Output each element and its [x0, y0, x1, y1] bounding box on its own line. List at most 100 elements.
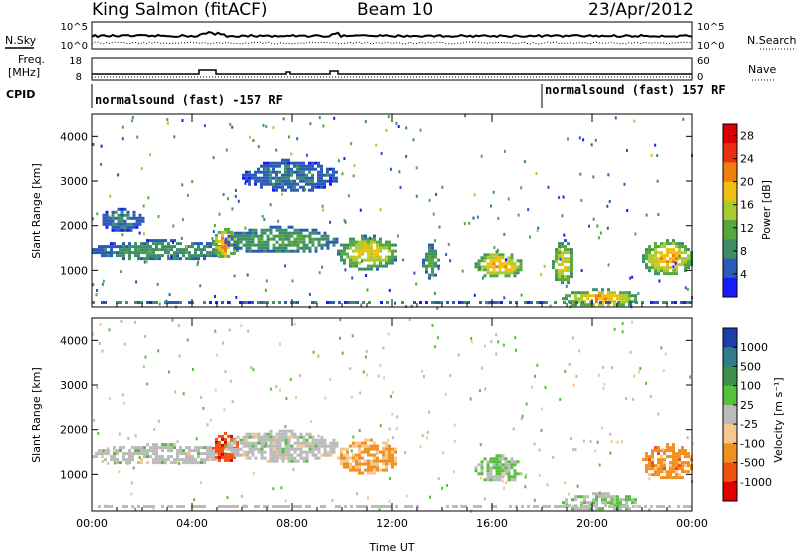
power-echo-cell — [352, 243, 355, 247]
power-echo-cell — [114, 216, 118, 220]
power-echo-cell — [364, 243, 367, 247]
power-echo-cell — [305, 243, 309, 247]
power-speckle — [337, 159, 340, 163]
power-echo-cell — [290, 188, 293, 192]
power-echo-cell — [266, 246, 270, 250]
velocity-echo-cell — [98, 449, 101, 453]
velocity-echo-cell — [495, 472, 499, 476]
velocity-echo-cell — [176, 461, 179, 465]
power-speckle — [121, 125, 124, 129]
power-echo-cell — [269, 173, 272, 177]
power-echo-cell — [284, 231, 288, 235]
power-echo-cell — [269, 161, 272, 165]
colorbar-swatch — [723, 328, 737, 348]
power-echo-cell — [428, 246, 431, 250]
velocity-echo-cell — [254, 456, 258, 460]
velocity-ground-scatter — [365, 505, 368, 508]
velocity-speckle — [365, 349, 368, 353]
power-echo-cell — [182, 248, 185, 252]
power-echo-cell — [302, 185, 305, 189]
power-echo-cell — [480, 256, 484, 260]
power-echo-cell — [565, 297, 568, 301]
power-speckle — [275, 148, 278, 152]
velocity-echo-cell — [272, 447, 276, 451]
power-speckle — [606, 226, 609, 230]
power-echo-cell — [128, 245, 131, 249]
velocity-ground-scatter — [176, 505, 179, 508]
velocity-echo-cell — [329, 441, 333, 445]
velocity-echo-cell — [329, 450, 333, 454]
power-echo-cell — [281, 173, 284, 177]
power-echo-cell — [152, 248, 155, 252]
power-echo-cell — [675, 251, 678, 255]
velocity-echo-cell — [308, 447, 312, 451]
y-tick-label: 2000 — [60, 220, 88, 233]
velocity-speckle — [502, 472, 504, 476]
power-speckle — [96, 289, 98, 292]
power-echo-cell — [131, 245, 134, 249]
power-speckle — [369, 236, 371, 240]
power-speckle — [290, 152, 293, 156]
power-speckle — [477, 215, 479, 219]
power-echo-cell — [245, 231, 249, 235]
power-echo-cell — [495, 271, 499, 275]
velocity-echo-cell — [122, 455, 125, 459]
velocity-echo-cell — [684, 461, 687, 465]
power-echo-cell — [477, 268, 481, 272]
velocity-speckle — [609, 451, 612, 455]
velocity-speckle — [146, 382, 149, 386]
velocity-speckle — [108, 396, 111, 400]
power-echo-cell — [388, 258, 391, 262]
velocity-echo-cell — [248, 435, 252, 439]
velocity-echo-cell — [669, 467, 672, 471]
power-echo-cell — [564, 251, 567, 255]
power-echo-cell — [648, 269, 651, 273]
velocity-echo-cell — [513, 472, 517, 476]
power-speckle — [464, 114, 467, 118]
power-echo-cell — [119, 248, 122, 252]
power-speckle — [588, 224, 590, 228]
power-echo-cell — [138, 219, 142, 223]
velocity-ground-scatter — [167, 505, 170, 508]
velocity-speckle — [379, 363, 382, 367]
velocity-echo-cell — [586, 495, 589, 499]
freq-panel — [91, 57, 693, 81]
velocity-speckle — [479, 389, 481, 393]
velocity-echo-cell — [158, 458, 161, 462]
power-echo-cell — [290, 182, 293, 186]
power-echo-cell — [654, 257, 657, 261]
power-echo-cell — [275, 164, 278, 168]
power-speckle — [304, 188, 307, 192]
velocity-speckle — [572, 383, 575, 387]
power-echo-cell — [317, 182, 320, 186]
velocity-echo-cell — [592, 504, 595, 508]
power-echo-cell — [173, 239, 176, 243]
power-echo-cell — [317, 185, 320, 189]
velocity-speckle — [391, 390, 394, 394]
power-echo-cell — [431, 273, 434, 277]
velocity-echo-cell — [203, 446, 206, 450]
velocity-echo-cell — [562, 501, 565, 505]
velocity-echo-cell — [498, 472, 502, 476]
velocity-speckle — [505, 481, 508, 485]
velocity-ground-scatter — [560, 505, 563, 508]
velocity-echo-cell — [684, 464, 687, 468]
power-echo-cell — [567, 281, 570, 285]
power-echo-cell — [672, 272, 675, 276]
power-speckle — [322, 208, 325, 212]
power-echo-cell — [507, 256, 511, 260]
power-speckle — [428, 198, 431, 202]
velocity-echo-cell — [589, 501, 592, 505]
velocity-ground-scatter — [275, 505, 278, 508]
power-echo-cell — [486, 253, 490, 257]
power-echo-cell — [370, 252, 373, 256]
power-echo-cell — [519, 265, 523, 269]
power-echo-cell — [379, 258, 382, 262]
velocity-echo-cell — [242, 441, 246, 445]
velocity-echo-cell — [161, 446, 164, 450]
x-tick-label: 20:00 — [576, 517, 608, 530]
velocity-echo-cell — [200, 452, 203, 456]
velocity-echo-cell — [242, 444, 246, 448]
velocity-echo-cell — [266, 444, 270, 448]
velocity-echo-cell — [367, 459, 370, 463]
